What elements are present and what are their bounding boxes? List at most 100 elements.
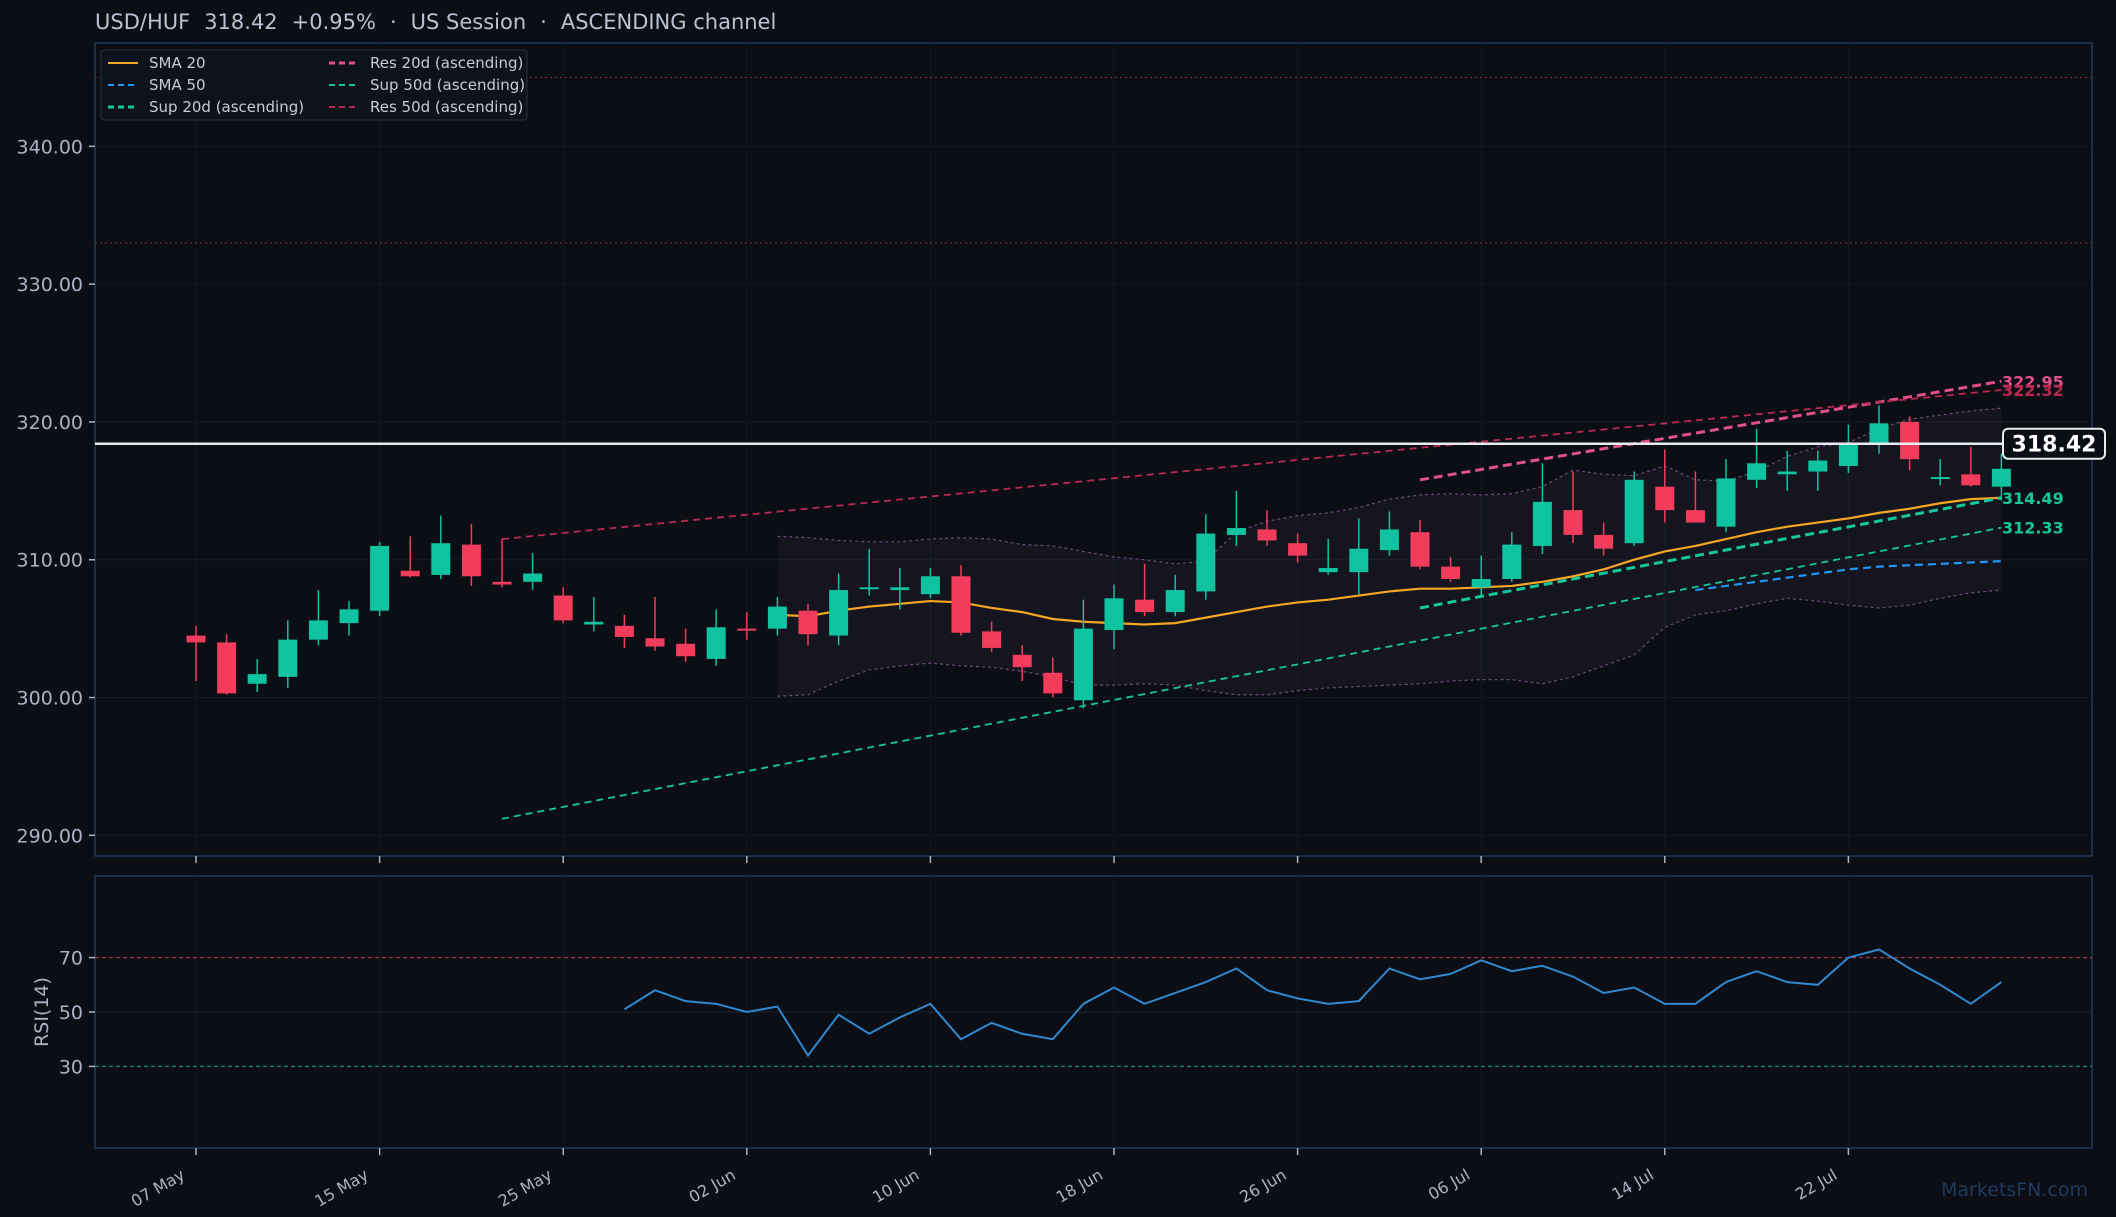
candle-body xyxy=(400,570,420,577)
xtick-label: 02 Jun xyxy=(686,1165,739,1207)
candle-body xyxy=(1196,533,1216,592)
candle-body xyxy=(1869,423,1889,444)
candle-body xyxy=(1563,510,1583,535)
candle-body xyxy=(1379,529,1399,551)
candle-body xyxy=(523,573,543,582)
series-line-sup-50d-ascending xyxy=(501,526,2002,820)
candle-body xyxy=(370,545,390,611)
candle-body xyxy=(1961,474,1981,486)
candle-body xyxy=(186,635,206,643)
xtick-label: 10 Jun xyxy=(869,1165,922,1207)
channel-band-upper xyxy=(777,407,2002,565)
price-ytick-label: 300.00 xyxy=(17,688,83,710)
candle-body xyxy=(737,628,757,631)
candle-body xyxy=(1655,486,1675,511)
candle-body xyxy=(890,587,910,591)
candle-body xyxy=(217,642,237,694)
rsi-panel: 07 May 15 May 25 May 02 Jun 10 Jun 18 Jun 26 J… xyxy=(31,875,2093,1211)
xtick-label: 18 Jun xyxy=(1053,1165,1106,1207)
rsi-ytick-label: 50 xyxy=(59,1002,83,1024)
chart-legend: SMA 20 SMA 50 Sup 20d (ascending) Res 20d (… xyxy=(100,49,528,121)
level-annotation: 314.49 xyxy=(2002,489,2064,508)
candle-body xyxy=(492,581,512,585)
xtick-label: 15 May xyxy=(311,1165,371,1211)
legend-label: SMA 20 xyxy=(149,54,206,72)
level-annotation: 312.33 xyxy=(2002,519,2064,538)
candle-body xyxy=(614,625,634,637)
price-ytick-label: 320.00 xyxy=(17,412,83,434)
header-sep-1: · xyxy=(389,10,397,34)
candle-body xyxy=(1288,543,1308,556)
current-price-tag-box xyxy=(2002,427,2106,460)
candle-body xyxy=(1104,598,1124,631)
level-annotation: 322.32 xyxy=(2002,381,2064,400)
candle-body xyxy=(1318,568,1338,573)
candle-body xyxy=(1838,442,1858,467)
candle-body xyxy=(1900,421,1920,460)
candle-body xyxy=(1257,529,1277,541)
channel-band-lower xyxy=(777,589,2002,697)
candle-body xyxy=(645,638,665,647)
candle-body xyxy=(1165,590,1185,613)
candle-body xyxy=(1226,528,1246,535)
candle-body xyxy=(339,609,359,624)
header-sep-2: · xyxy=(540,10,547,34)
candle-body xyxy=(798,610,818,635)
candle-body xyxy=(431,543,451,575)
candle-body xyxy=(1808,460,1828,472)
price-panel-frame xyxy=(94,42,2093,857)
header-pair: USD/HUF xyxy=(95,10,191,34)
rsi-ytick-label: 70 xyxy=(59,948,83,970)
candle-body xyxy=(1930,477,1950,480)
header-change: +0.95% xyxy=(291,10,376,34)
candle-body xyxy=(1747,463,1767,480)
candle-body xyxy=(1012,654,1032,668)
header-session: US Session xyxy=(410,10,527,34)
candle-body xyxy=(1991,468,2011,487)
header-price: 318.42 xyxy=(204,10,278,34)
level-annotation: 322.95 xyxy=(2002,372,2064,391)
xtick-label: 26 Jun xyxy=(1236,1165,1289,1207)
candle-body xyxy=(676,643,696,657)
candle-body xyxy=(1441,566,1461,580)
candle-body xyxy=(1594,534,1614,549)
price-ytick-label: 340.00 xyxy=(17,136,83,158)
chart-header: USD/HUF 318.42 +0.95% · US Session · ASCENDING… xyxy=(95,10,790,34)
series-line-sup-20d-ascending xyxy=(1419,496,2002,610)
candle-body xyxy=(767,606,787,629)
candle-body xyxy=(829,590,849,636)
rsi-line xyxy=(623,948,2002,1058)
header-channel: ASCENDING channel xyxy=(560,10,777,34)
legend-label: SMA 50 xyxy=(149,76,206,94)
current-price-tag-label: 318.42 xyxy=(2012,433,2097,458)
candle-body xyxy=(1073,628,1093,701)
candle-body xyxy=(706,627,726,659)
candle-body xyxy=(553,595,573,621)
candle-body xyxy=(278,639,298,677)
candle-body xyxy=(920,576,940,595)
candle-body xyxy=(1135,599,1155,613)
series-line-res-20d-ascending xyxy=(1419,379,2002,482)
series-line-sma-20 xyxy=(777,496,2002,626)
candle-body xyxy=(1532,501,1552,546)
rsi-axis-label: RSI(14) xyxy=(31,977,53,1047)
candle-body xyxy=(1410,532,1430,567)
candle-body xyxy=(1777,471,1797,475)
xtick-label: 25 May xyxy=(495,1165,555,1211)
xtick-label: 06 Jul xyxy=(1425,1165,1473,1204)
xtick-label: 22 Jul xyxy=(1792,1165,1840,1204)
candle-body xyxy=(461,544,481,577)
candle-body xyxy=(859,587,879,590)
legend-label: Sup 20d (ascending) xyxy=(149,98,304,116)
candle-body xyxy=(1716,478,1736,527)
candle-body xyxy=(247,674,267,684)
candle-body xyxy=(308,620,328,640)
candle-body xyxy=(982,631,1002,648)
price-ytick-label: 310.00 xyxy=(17,550,83,572)
xtick-label: 14 Jul xyxy=(1609,1165,1657,1204)
xtick-label: 07 May xyxy=(128,1165,188,1211)
legend-label: Res 50d (ascending) xyxy=(370,98,523,116)
candle-body xyxy=(951,576,971,633)
legend-label: Sup 50d (ascending) xyxy=(370,76,525,94)
watermark-text: MarketsFN.com xyxy=(1941,1179,2088,1201)
